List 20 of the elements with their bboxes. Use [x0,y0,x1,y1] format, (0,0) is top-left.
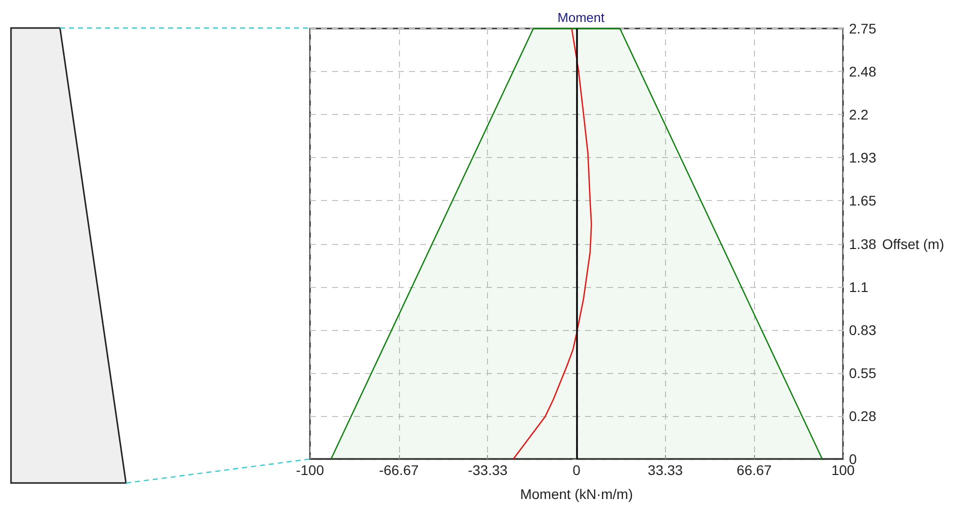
x-tick-label: 0 [572,462,581,478]
x-tick-label: 66.67 [736,462,772,478]
y-tick-label: 1.38 [849,236,876,252]
x-tick-label: -66.67 [378,462,419,478]
y-tick-label: 2.75 [849,20,876,36]
x-tick-label: -100 [296,462,324,478]
y-tick-label: 1.65 [849,192,876,209]
y-tick-label: 2.2 [849,106,869,123]
y-tick-label: 2.48 [849,64,876,80]
x-axis-title: Moment (kN·m/m) [520,486,633,502]
y-tick-label: 0.83 [849,322,876,338]
line-series [512,28,592,460]
y-tick-label: 1.93 [849,150,876,166]
y-axis-title: Offset (m) [882,236,944,252]
chart-title: Moment [558,10,605,25]
y-tick-label: 0.28 [849,408,876,424]
x-tick-label: 33.33 [648,462,684,478]
x-tick-label: -33.33 [468,462,508,478]
y-tick-label: 0.55 [849,364,876,381]
y-tick-label: 1.1 [849,278,869,295]
